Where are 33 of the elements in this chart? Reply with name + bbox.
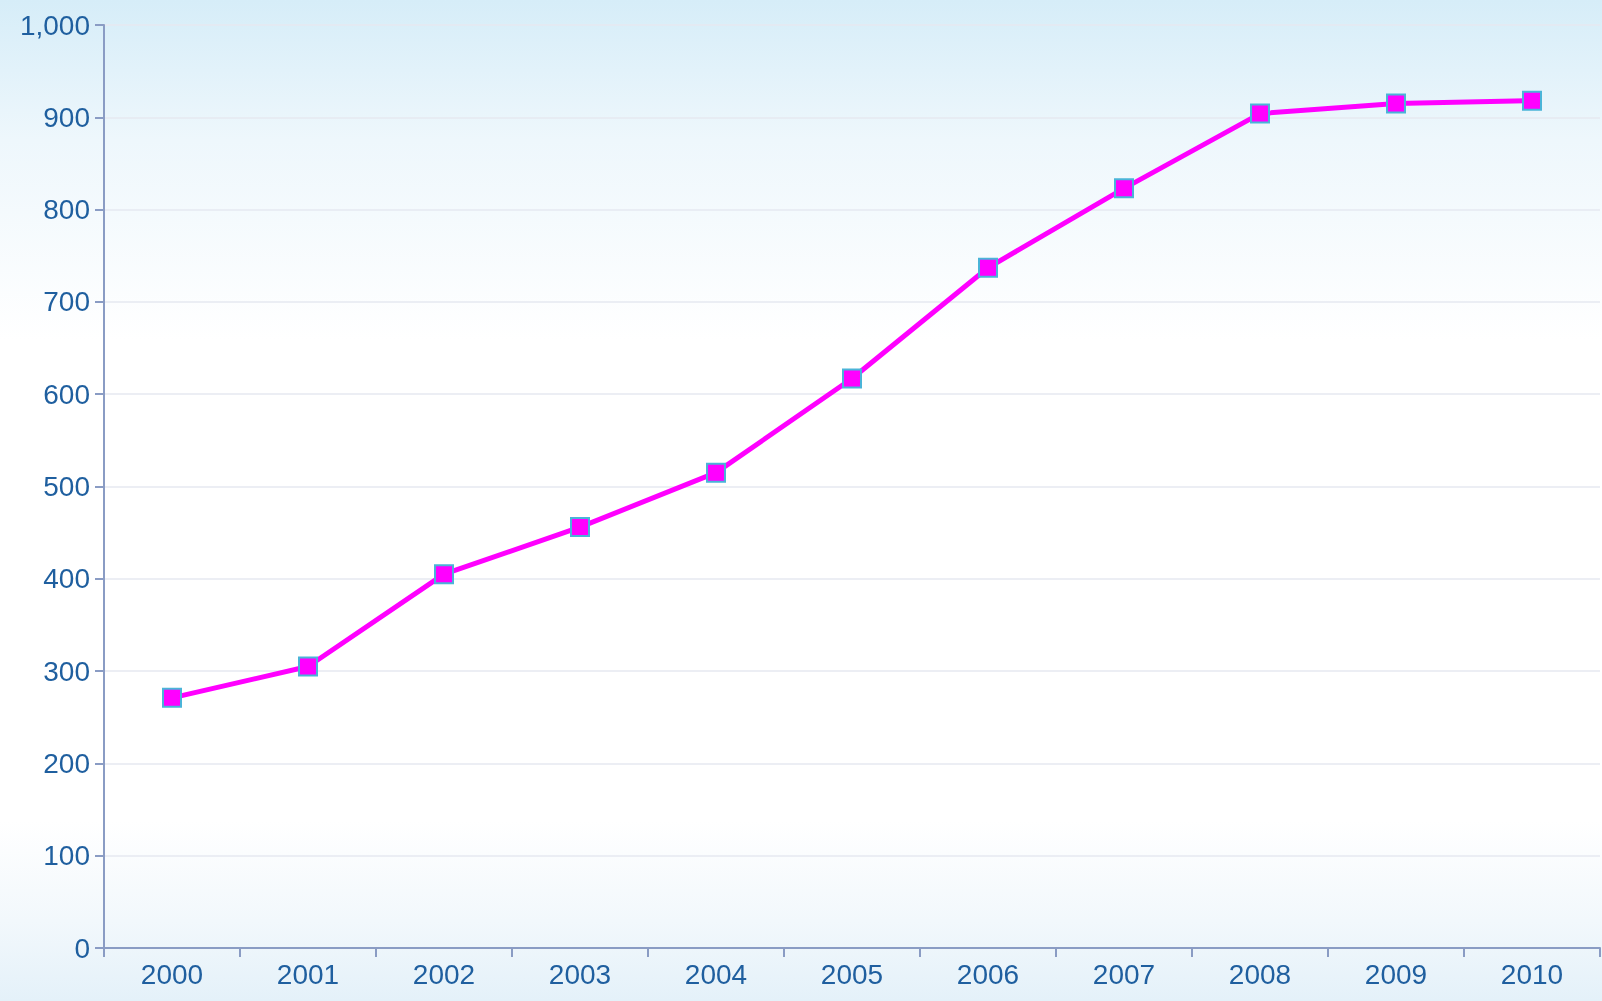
point — [298, 656, 318, 677]
x-tick-label: 2000 — [140, 958, 204, 990]
point — [162, 687, 182, 708]
x-tick-label: 2010 — [1500, 958, 1564, 990]
y-tick-label: 300 — [43, 655, 90, 687]
y-tick-label: 100 — [43, 840, 90, 872]
y-tick-label: 800 — [43, 194, 90, 226]
x-tick-label: 2007 — [1092, 958, 1156, 990]
y-tick-label: 600 — [43, 378, 90, 410]
y-tick-label: 900 — [43, 101, 90, 133]
point — [1522, 90, 1542, 111]
point — [570, 517, 590, 538]
y-tick-label: 1,000 — [19, 9, 90, 41]
x-tick-label: 2002 — [412, 958, 476, 990]
y-tick-label: 500 — [43, 471, 90, 502]
y-tick-label: 200 — [43, 747, 90, 779]
x-tick-label: 2003 — [548, 958, 612, 990]
point — [1386, 93, 1406, 114]
point — [842, 368, 862, 389]
y-tick-label: 0 — [74, 932, 90, 964]
x-tick-label: 2008 — [1228, 958, 1292, 990]
y-tick-label: 400 — [43, 563, 90, 595]
x-tick-label: 2009 — [1364, 958, 1428, 990]
point — [706, 462, 726, 483]
x-tick-label: 2004 — [684, 958, 748, 990]
point — [1250, 103, 1270, 124]
x-tick-label: 2005 — [820, 958, 884, 990]
x-tick-label: 2006 — [956, 958, 1020, 990]
x-tick-label: 2001 — [276, 958, 340, 990]
point — [1114, 178, 1134, 199]
y-tick-label: 700 — [43, 286, 90, 318]
point — [978, 257, 998, 278]
point — [434, 564, 454, 585]
